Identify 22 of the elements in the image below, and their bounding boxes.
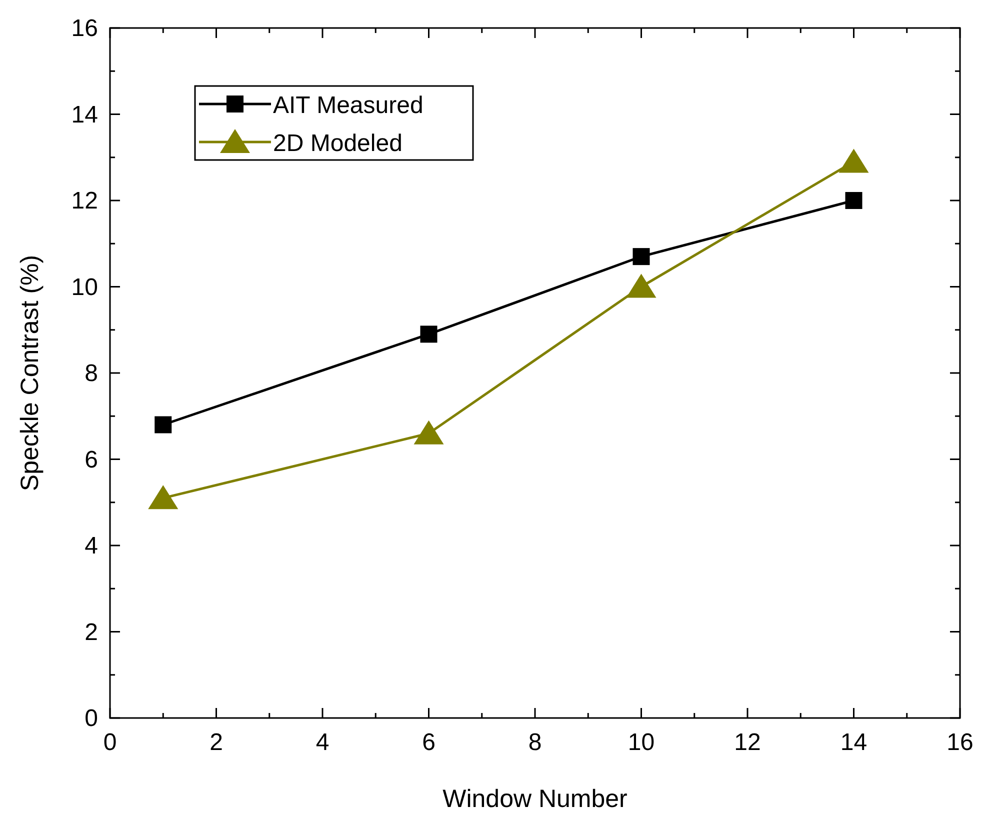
y-tick-label: 12 [71, 188, 98, 214]
x-tick-label: 6 [422, 729, 436, 756]
x-tick-label: 12 [734, 729, 761, 756]
x-axis-title: Window Number [442, 785, 628, 813]
legend-label: 2D Modeled [273, 130, 402, 157]
x-tick-label: 8 [528, 729, 542, 756]
y-tick-label: 8 [84, 360, 98, 387]
x-tick-label: 16 [946, 729, 974, 756]
x-tick-label: 2 [210, 729, 223, 756]
x-tick-label: 4 [316, 729, 330, 756]
y-tick-label: 16 [71, 15, 98, 42]
y-tick-label: 6 [84, 446, 98, 474]
y-tick-label: 10 [71, 274, 98, 301]
y-tick-label: 4 [84, 532, 98, 560]
x-tick-label: 10 [628, 729, 655, 756]
y-tick-label: 2 [84, 618, 98, 646]
y-axis-title: Speckle Contrast (%) [16, 254, 44, 492]
x-tick-label: 0 [103, 729, 117, 756]
legend-label: AIT Measured [273, 92, 424, 119]
y-tick-label: 14 [71, 101, 98, 128]
x-tick-label: 14 [840, 729, 868, 756]
y-tick-label: 0 [84, 705, 98, 732]
